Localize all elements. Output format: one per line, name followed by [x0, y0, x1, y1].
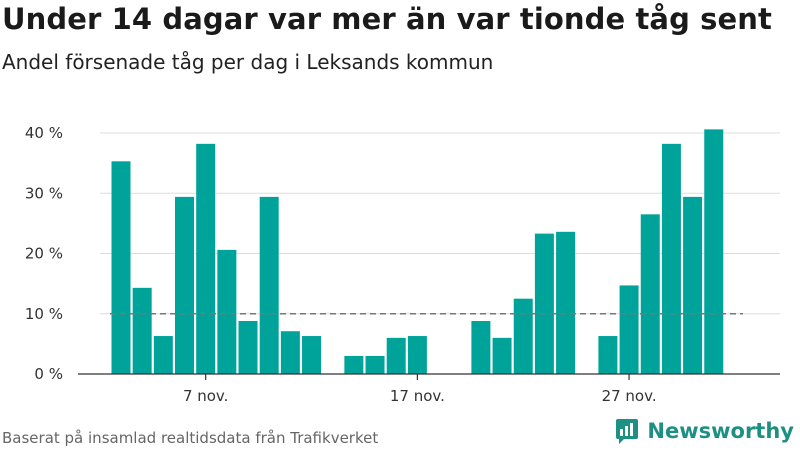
bar [534, 233, 554, 374]
brand-name: Newsworthy [647, 419, 794, 443]
bar [259, 196, 279, 374]
source-note: Baserat på insamlad realtidsdata från Tr… [2, 429, 379, 447]
bar [619, 285, 639, 374]
bar [556, 231, 576, 374]
bar [196, 143, 216, 374]
bar [344, 355, 364, 374]
x-axis: 7 nov. 17 nov. 27 nov. [78, 373, 780, 405]
bars [111, 129, 724, 374]
bar [175, 196, 195, 374]
bar [302, 336, 322, 374]
y-tick-label: 30 % [25, 184, 63, 202]
bar [683, 196, 703, 374]
bar [365, 355, 385, 374]
bar [513, 298, 533, 374]
x-tick-label: 17 nov. [390, 387, 445, 405]
bar [704, 129, 724, 374]
y-axis-tick-labels: 0 % 10 % 20 % 30 % 40 % [25, 124, 63, 383]
bar [407, 336, 427, 374]
brand-logo: Newsworthy [615, 418, 794, 444]
bar [132, 287, 152, 374]
x-tick-label: 27 nov. [602, 387, 657, 405]
y-tick-label: 10 % [25, 305, 63, 323]
y-tick-label: 40 % [25, 124, 63, 142]
bar [492, 337, 512, 374]
chart-title: Under 14 dagar var mer än var tionde tåg… [2, 2, 772, 36]
bar [640, 214, 660, 374]
bar [598, 336, 618, 374]
bar [238, 320, 258, 374]
y-tick-label: 20 % [25, 245, 63, 263]
newsworthy-logo-icon [616, 419, 639, 444]
bar [111, 161, 131, 374]
bar [153, 336, 173, 374]
bar [386, 337, 406, 374]
bar [280, 331, 300, 374]
bar [661, 143, 681, 374]
bar [471, 320, 491, 374]
x-tick-label: 7 nov. [183, 387, 228, 405]
bar [217, 249, 237, 374]
y-tick-label: 0 % [34, 365, 63, 383]
chart-subtitle: Andel försenade tåg per dag i Leksands k… [2, 50, 494, 74]
